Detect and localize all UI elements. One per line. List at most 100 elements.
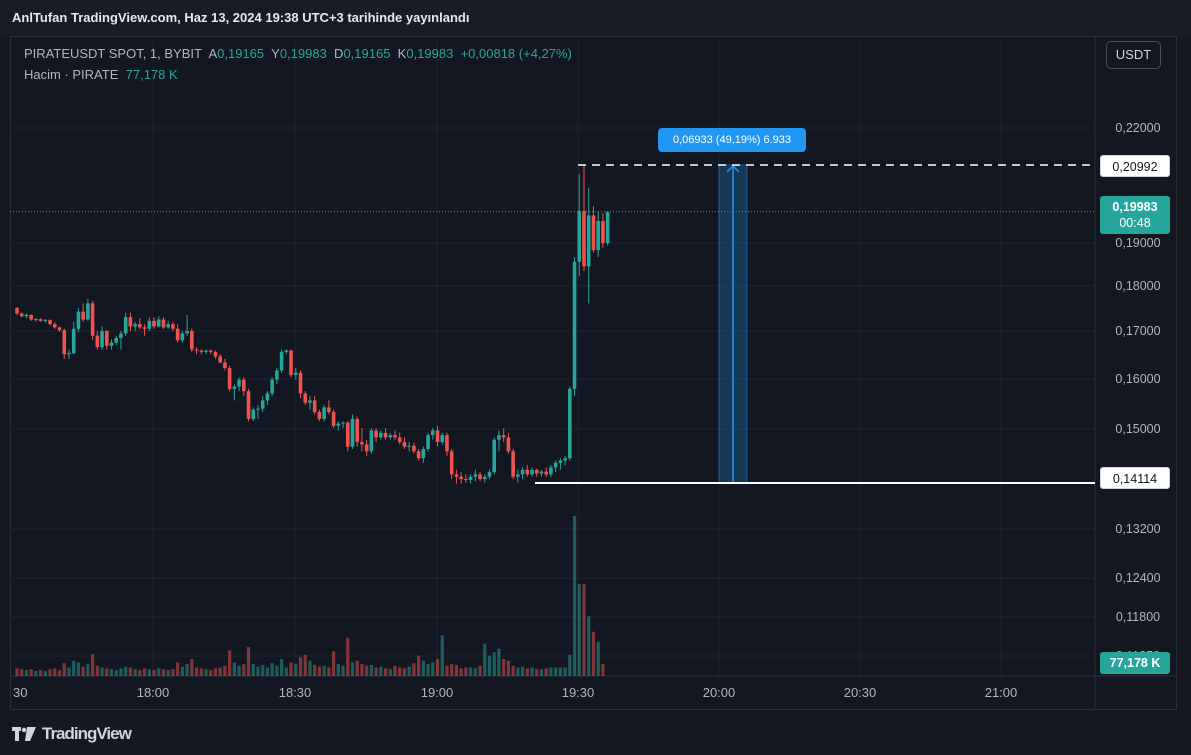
candle-body [90, 303, 95, 336]
open-label: A [208, 46, 218, 61]
volume-label[interactable]: Hacim · PIRATE [24, 67, 119, 82]
candle-body [596, 221, 600, 251]
y-tick-label: 0,15000 [1115, 422, 1160, 436]
volume-bar [298, 657, 303, 676]
candle-body [15, 307, 19, 314]
volume-bar [525, 668, 529, 676]
candle-body [43, 319, 48, 321]
candle-body [468, 476, 473, 480]
volume-bar [440, 635, 444, 676]
x-tick-label: 18:00 [137, 685, 170, 700]
volume-bar [431, 662, 435, 676]
candle-body [67, 353, 71, 355]
candle-body [497, 435, 501, 440]
volume-bar [539, 669, 544, 676]
current-price-value: 0,19983 [1112, 200, 1158, 214]
candles [15, 165, 610, 484]
volume-bar [95, 665, 99, 676]
volume-bar [34, 670, 38, 676]
volume-bar [563, 667, 567, 676]
candle-body [180, 333, 185, 341]
change-value: +0,00818 (+4,27%) [460, 46, 572, 61]
candle-body [345, 422, 350, 447]
volume-bar [29, 669, 33, 676]
volume-bar [86, 664, 90, 676]
candle-body [563, 458, 567, 461]
volume-bar [464, 667, 468, 676]
candle-body [416, 451, 421, 459]
symbol-name[interactable]: PIRATEUSDT SPOT, 1, BYBIT [24, 46, 202, 61]
volume-bar [516, 667, 520, 676]
candle-body [308, 400, 312, 403]
volume-value: 77,178 K [125, 67, 178, 82]
y-tick-label: 0,12400 [1115, 571, 1160, 585]
candle-body [360, 442, 364, 445]
volume-bar [15, 668, 19, 676]
candle-body [582, 210, 586, 267]
volume-bar [350, 662, 355, 676]
candle-body [355, 418, 359, 443]
volume-bar [294, 664, 298, 676]
candle-body [76, 311, 81, 329]
volume-bar [398, 667, 402, 676]
volume-bar [128, 667, 132, 676]
volume-bar [393, 665, 397, 676]
volume-bar [450, 664, 454, 676]
candle-body [156, 319, 161, 327]
volume-bar [417, 655, 421, 676]
volume-bar [497, 648, 501, 676]
candle-body [454, 474, 459, 477]
candle-body [412, 445, 416, 452]
measure-tool[interactable] [718, 164, 748, 484]
candle-body [379, 432, 383, 438]
y-tick-label: 0,16000 [1115, 372, 1160, 386]
candle-body [185, 331, 189, 334]
candle-body [374, 430, 378, 438]
candle-body [388, 435, 393, 438]
volume-bar [554, 667, 558, 676]
volume-bar [303, 654, 307, 676]
price-chart[interactable]: 0,22000 0,19000 0,18000 0,17000 0,16000 0,150… [10, 36, 1177, 710]
volume-bar [57, 670, 62, 676]
volume-bar [596, 641, 600, 676]
candle-body [530, 469, 534, 475]
volume-bar [317, 666, 321, 676]
volume-bar [426, 664, 430, 676]
chart-panel[interactable] [10, 36, 1177, 710]
candle-body [279, 351, 284, 371]
candle-body [586, 215, 591, 267]
volume-bars [15, 516, 605, 676]
volume-bar [445, 665, 449, 676]
currency-button[interactable]: USDT [1106, 41, 1161, 69]
candle-body [152, 320, 156, 327]
low-label: D [334, 46, 344, 61]
candle-body [516, 474, 520, 477]
candle-body [86, 303, 90, 320]
volume-bar [62, 663, 66, 676]
candle-body [114, 338, 119, 343]
candle-body [270, 379, 274, 394]
x-tick-label: 21:00 [985, 685, 1018, 700]
candle-body [506, 437, 511, 452]
candle-body [256, 408, 260, 410]
volume-bar [237, 665, 241, 676]
candle-body [591, 215, 596, 251]
candle-body [223, 362, 227, 369]
tradingview-brand[interactable]: TradingView [42, 724, 132, 743]
x-tick-label: 19:00 [421, 685, 454, 700]
candle-body [293, 372, 298, 375]
candle-body [213, 351, 218, 357]
horizontal-lines[interactable] [10, 164, 1095, 484]
volume-bar [511, 665, 515, 676]
volume-bar [469, 667, 473, 676]
volume-bar [270, 663, 274, 676]
candle-body [171, 324, 175, 329]
volume-bar [379, 666, 383, 676]
time-axis[interactable]: 30 18:00 18:30 19:00 19:30 20:00 20:30 21:00 [13, 685, 1017, 700]
volume-bar [228, 650, 232, 676]
candle-body [142, 327, 147, 329]
candle-body [407, 445, 411, 447]
candle-body [440, 435, 445, 443]
volume-bar [218, 667, 222, 676]
volume-bar [374, 667, 378, 676]
